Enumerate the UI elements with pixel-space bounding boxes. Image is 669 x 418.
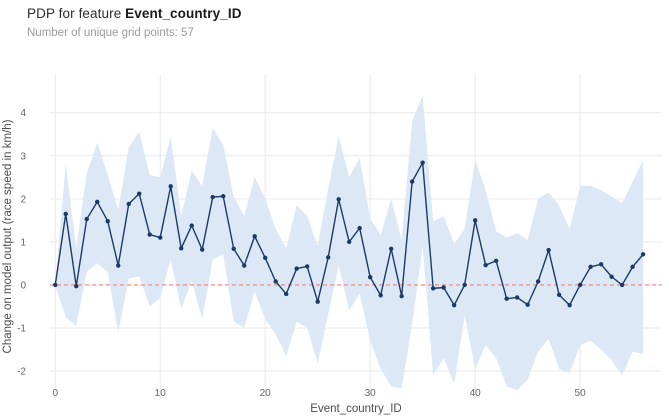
data-point[interactable]	[399, 293, 404, 299]
data-point[interactable]	[609, 274, 614, 279]
data-point[interactable]	[221, 194, 226, 199]
data-point[interactable]	[346, 239, 352, 245]
y-tick-label: 2	[20, 194, 26, 205]
data-point[interactable]	[158, 235, 163, 240]
x-tick-label: 10	[155, 388, 167, 399]
x-tick-label: 0	[52, 388, 58, 399]
data-point[interactable]	[588, 264, 593, 270]
x-tick-label: 50	[575, 388, 587, 399]
y-tick-labels: -2 -1 0 1 2 3 4	[17, 108, 26, 377]
data-point[interactable]	[535, 279, 541, 284]
data-point[interactable]	[283, 291, 289, 297]
data-point[interactable]	[525, 302, 530, 307]
y-tick-label: 4	[20, 108, 26, 119]
pdp-points	[53, 160, 646, 308]
data-point[interactable]	[74, 284, 79, 289]
data-point[interactable]	[210, 194, 215, 200]
y-tick-label: 1	[20, 237, 26, 248]
data-point[interactable]	[430, 286, 436, 291]
data-point[interactable]	[189, 223, 194, 228]
data-point[interactable]	[315, 299, 320, 304]
y-tick-label: 3	[20, 151, 26, 162]
data-point[interactable]	[493, 258, 499, 264]
x-tick-labels: 0 10 20 30 40 50	[52, 388, 586, 399]
x-tick-label: 20	[260, 388, 272, 399]
data-point[interactable]	[441, 285, 446, 290]
data-point[interactable]	[294, 266, 299, 271]
data-point[interactable]	[168, 184, 173, 189]
data-point[interactable]	[378, 293, 383, 298]
data-point[interactable]	[325, 255, 331, 260]
data-point[interactable]	[451, 302, 457, 308]
chart-title-feature: Event_country_ID	[125, 6, 242, 21]
data-point[interactable]	[95, 199, 100, 205]
data-point[interactable]	[63, 211, 68, 217]
data-point[interactable]	[116, 263, 121, 268]
data-point[interactable]	[147, 232, 152, 237]
data-point[interactable]	[105, 219, 110, 224]
data-point[interactable]	[137, 191, 142, 196]
data-point[interactable]	[242, 263, 247, 268]
chart-title-prefix: PDP for feature	[27, 6, 126, 21]
data-point[interactable]	[53, 282, 58, 288]
data-point[interactable]	[546, 247, 551, 253]
data-point[interactable]	[84, 216, 89, 222]
data-point[interactable]	[420, 160, 425, 165]
data-point[interactable]	[126, 201, 131, 207]
data-point[interactable]	[483, 262, 488, 268]
data-point[interactable]	[514, 295, 520, 300]
x-tick-label: 30	[365, 388, 377, 399]
data-point[interactable]	[409, 179, 415, 184]
data-point[interactable]	[367, 274, 373, 280]
y-tick-label: -1	[17, 323, 26, 334]
data-point[interactable]	[556, 292, 562, 298]
y-tick-label: -2	[17, 367, 26, 378]
data-point[interactable]	[304, 264, 310, 269]
data-point[interactable]	[357, 225, 362, 231]
y-tick-label: 0	[20, 280, 26, 291]
chart-title: PDP for feature Event_country_ID	[27, 6, 242, 21]
data-point[interactable]	[252, 234, 257, 239]
data-point[interactable]	[388, 246, 394, 251]
data-point[interactable]	[630, 264, 635, 270]
data-point[interactable]	[577, 282, 583, 288]
data-point[interactable]	[619, 282, 625, 288]
x-axis-title: Event_country_ID	[310, 403, 401, 415]
data-point[interactable]	[598, 262, 604, 267]
data-point[interactable]	[200, 247, 205, 252]
chart-subtitle: Number of unique grid points: 57	[27, 27, 194, 39]
data-point[interactable]	[462, 282, 467, 288]
data-point[interactable]	[504, 296, 509, 301]
data-point[interactable]	[231, 246, 236, 251]
data-point[interactable]	[179, 246, 184, 251]
data-point[interactable]	[472, 218, 478, 223]
data-point[interactable]	[336, 197, 341, 202]
data-point[interactable]	[262, 255, 268, 261]
y-axis-title: Change on model output (race speed in km…	[2, 119, 14, 353]
data-point[interactable]	[273, 279, 278, 284]
data-point[interactable]	[567, 302, 572, 308]
data-point[interactable]	[640, 252, 646, 257]
x-tick-label: 40	[470, 388, 482, 399]
